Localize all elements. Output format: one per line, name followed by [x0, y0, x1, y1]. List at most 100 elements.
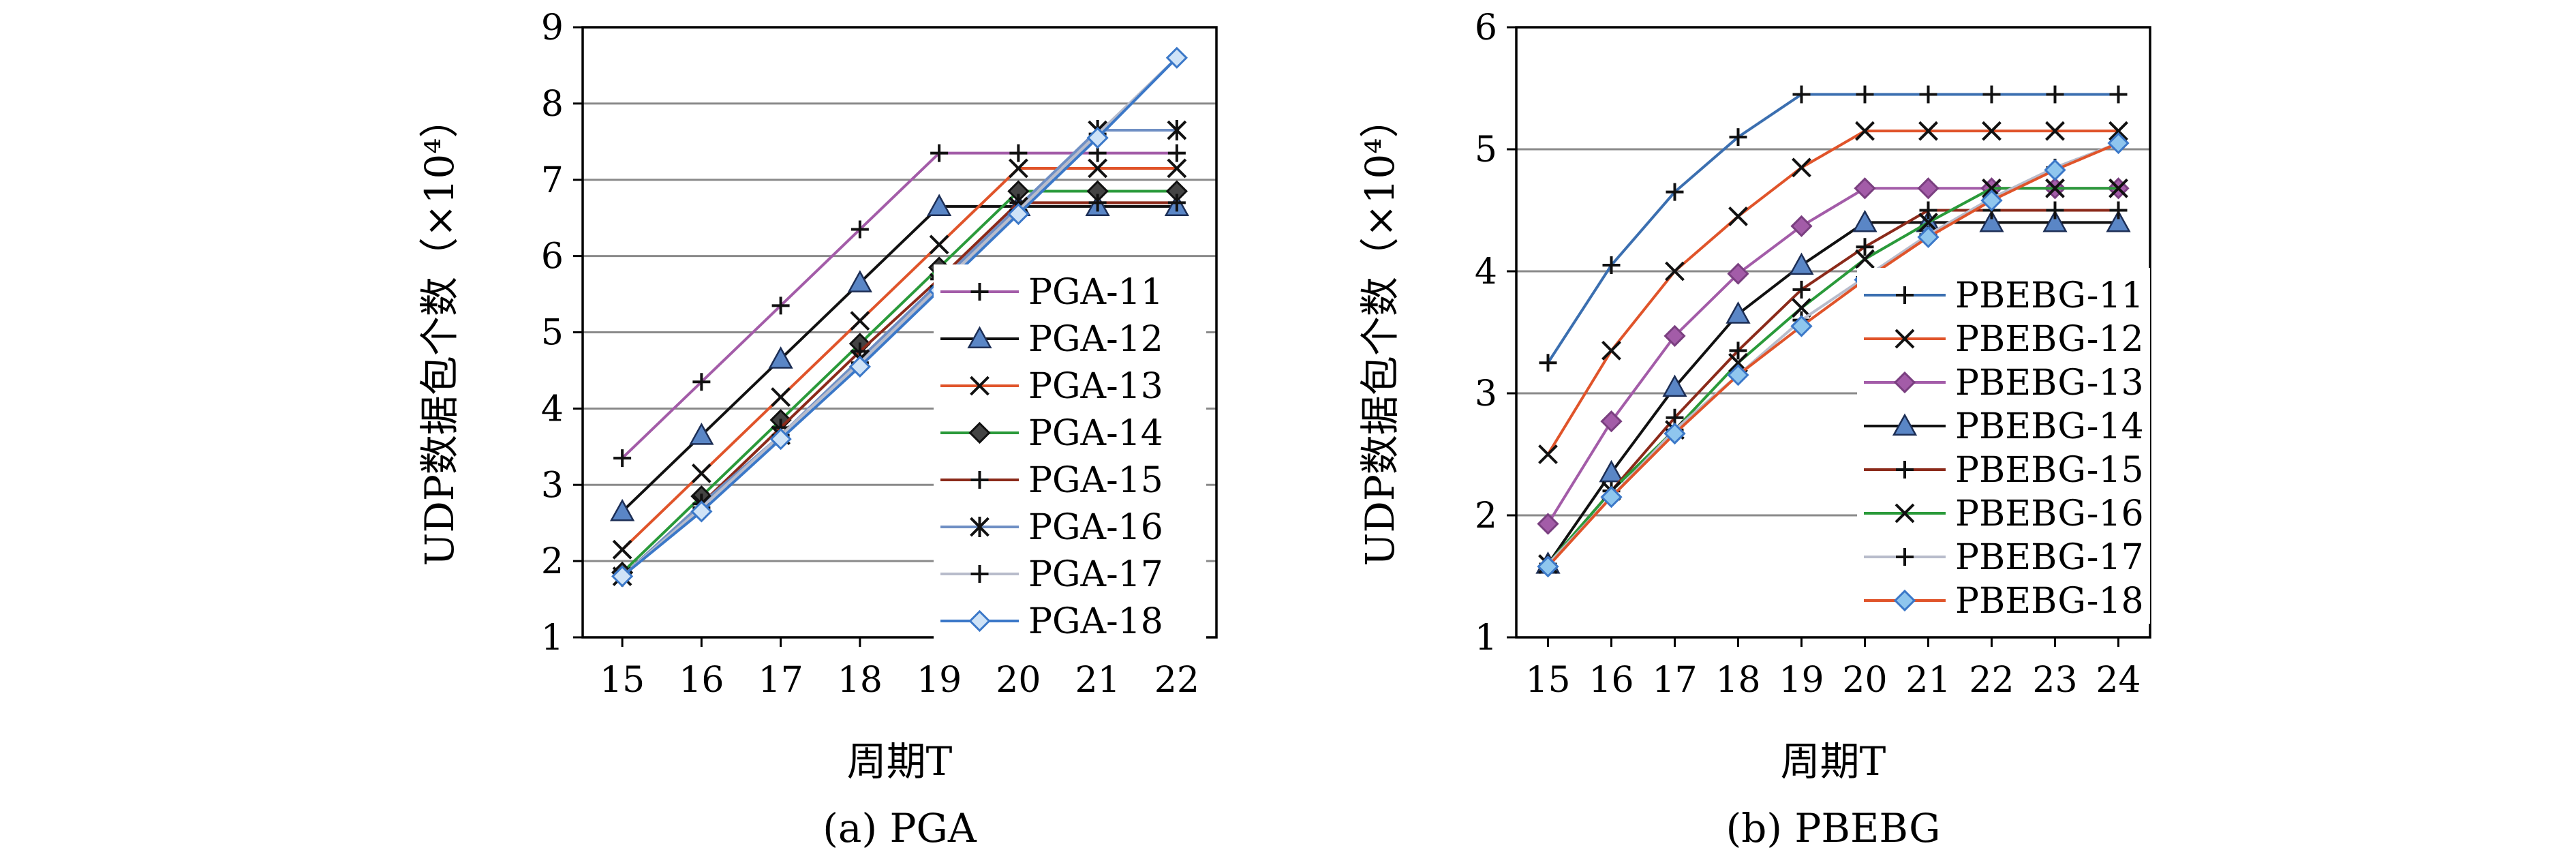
data-point [1538, 444, 1558, 464]
legend-swatch-marker [970, 471, 989, 489]
y-tick-label: 5 [1475, 130, 1497, 170]
chart-pbebg: 15 16 17 18 19 20 21 22 23 24123456周期TUDP数据包个数（×1… [1357, 7, 2151, 851]
data-point [1729, 342, 1747, 360]
y-tick-label: 1 [541, 618, 564, 658]
data-point [1856, 85, 1874, 104]
data-point [690, 500, 713, 523]
legend-label: PGA-18 [1028, 601, 1163, 642]
data-point [692, 373, 711, 391]
data-point [1982, 85, 2001, 104]
data-point [1728, 207, 1748, 226]
data-point [1537, 513, 1559, 535]
y-axis-label: UDP数据包个数（×10⁴） [416, 98, 463, 566]
series-line [621, 57, 1178, 578]
y-tick-label: 8 [541, 84, 564, 125]
legend-label: PGA-12 [1028, 319, 1163, 360]
series-pbebg-11 [1539, 85, 2128, 372]
data-point [1855, 121, 1875, 141]
data-point [930, 144, 949, 162]
data-point [1727, 262, 1749, 285]
x-tick-label: 15 [600, 660, 645, 701]
series-pga-13 [612, 158, 1187, 560]
legend-swatch-marker [1892, 413, 1918, 436]
x-tick-label: 18 [1715, 660, 1760, 701]
data-point [1086, 127, 1109, 149]
data-point [927, 194, 952, 216]
data-point [929, 234, 949, 255]
data-point [1167, 194, 1186, 212]
data-point [1663, 422, 1686, 445]
legend-swatch-marker [968, 609, 991, 633]
y-tick-label: 5 [541, 313, 564, 354]
series-pbebg-16 [1538, 178, 2128, 575]
x-axis-label: 周期T [1781, 738, 1886, 785]
series-pga-11 [613, 144, 1186, 468]
legend-label: PBEBG-12 [1955, 319, 2144, 360]
data-point [2109, 85, 2128, 104]
series-line [621, 189, 1177, 574]
data-point [1790, 215, 1813, 237]
x-tick-label: 15 [1525, 660, 1570, 701]
data-point [1789, 252, 1814, 275]
legend-label: PBEBG-14 [1955, 406, 2144, 447]
legend-swatch-marker [967, 326, 992, 349]
y-tick-label: 6 [1475, 7, 1497, 48]
series-line [1546, 221, 2119, 565]
data-point [2046, 85, 2064, 104]
data-point [1852, 209, 1877, 232]
data-point [1918, 121, 1938, 141]
y-tick-label: 6 [541, 237, 564, 277]
data-point [1980, 189, 2003, 212]
legend-swatch-marker [1896, 286, 1914, 304]
series-line [1546, 209, 2119, 565]
data-point [1602, 256, 1621, 275]
x-tick-label: 20 [1842, 660, 1887, 701]
x-tick-label: 19 [917, 660, 962, 701]
legend-swatch-marker [968, 421, 991, 444]
legend-label: PGA-14 [1028, 413, 1163, 454]
series-pga-12 [610, 194, 1190, 521]
data-point [689, 422, 714, 445]
data-point [1917, 226, 1939, 249]
data-point [1792, 157, 1811, 178]
data-point [1600, 486, 1623, 509]
x-tick-label: 24 [2096, 660, 2141, 701]
data-point [1009, 144, 1028, 162]
data-point [2107, 132, 2130, 155]
data-point [2046, 201, 2064, 219]
data-point [1726, 301, 1751, 324]
series-line [621, 129, 1177, 577]
data-point [1727, 364, 1749, 386]
series-line [1546, 93, 2119, 364]
x-tick-label: 18 [838, 660, 883, 701]
legend-swatch-marker [1895, 503, 1915, 523]
data-point [1663, 324, 1686, 347]
y-tick-label: 1 [1475, 618, 1497, 658]
series-line [621, 151, 1177, 459]
data-point [1167, 158, 1187, 179]
data-point [2045, 121, 2065, 141]
series-line [621, 57, 1178, 578]
chart-caption: (a) PGA [823, 805, 977, 851]
data-point [1792, 85, 1811, 104]
legend-label: PGA-13 [1028, 366, 1163, 407]
data-point [1855, 249, 1875, 269]
data-point [1792, 280, 1811, 299]
series-line [1546, 187, 2119, 565]
data-point [1979, 209, 2004, 232]
data-point [1919, 85, 1937, 104]
y-tick-label: 3 [1475, 374, 1497, 414]
data-point [847, 270, 873, 292]
legend-label: PBEBG-15 [1955, 450, 2144, 491]
legend: PGA-11 PGA-12 PGA-13 PGA-14 PGA-15 PGA-16 PGA-… [934, 264, 1206, 648]
legend-label: PBEBG-18 [1955, 581, 2144, 622]
data-point [1007, 202, 1030, 226]
data-point [1790, 315, 1813, 337]
x-tick-label: 23 [2032, 660, 2077, 701]
legend-label: PBEBG-17 [1955, 537, 2144, 578]
y-tick-label: 3 [541, 465, 564, 506]
data-point [613, 449, 632, 468]
chart-caption: (b) PBEBG [1726, 805, 1941, 851]
